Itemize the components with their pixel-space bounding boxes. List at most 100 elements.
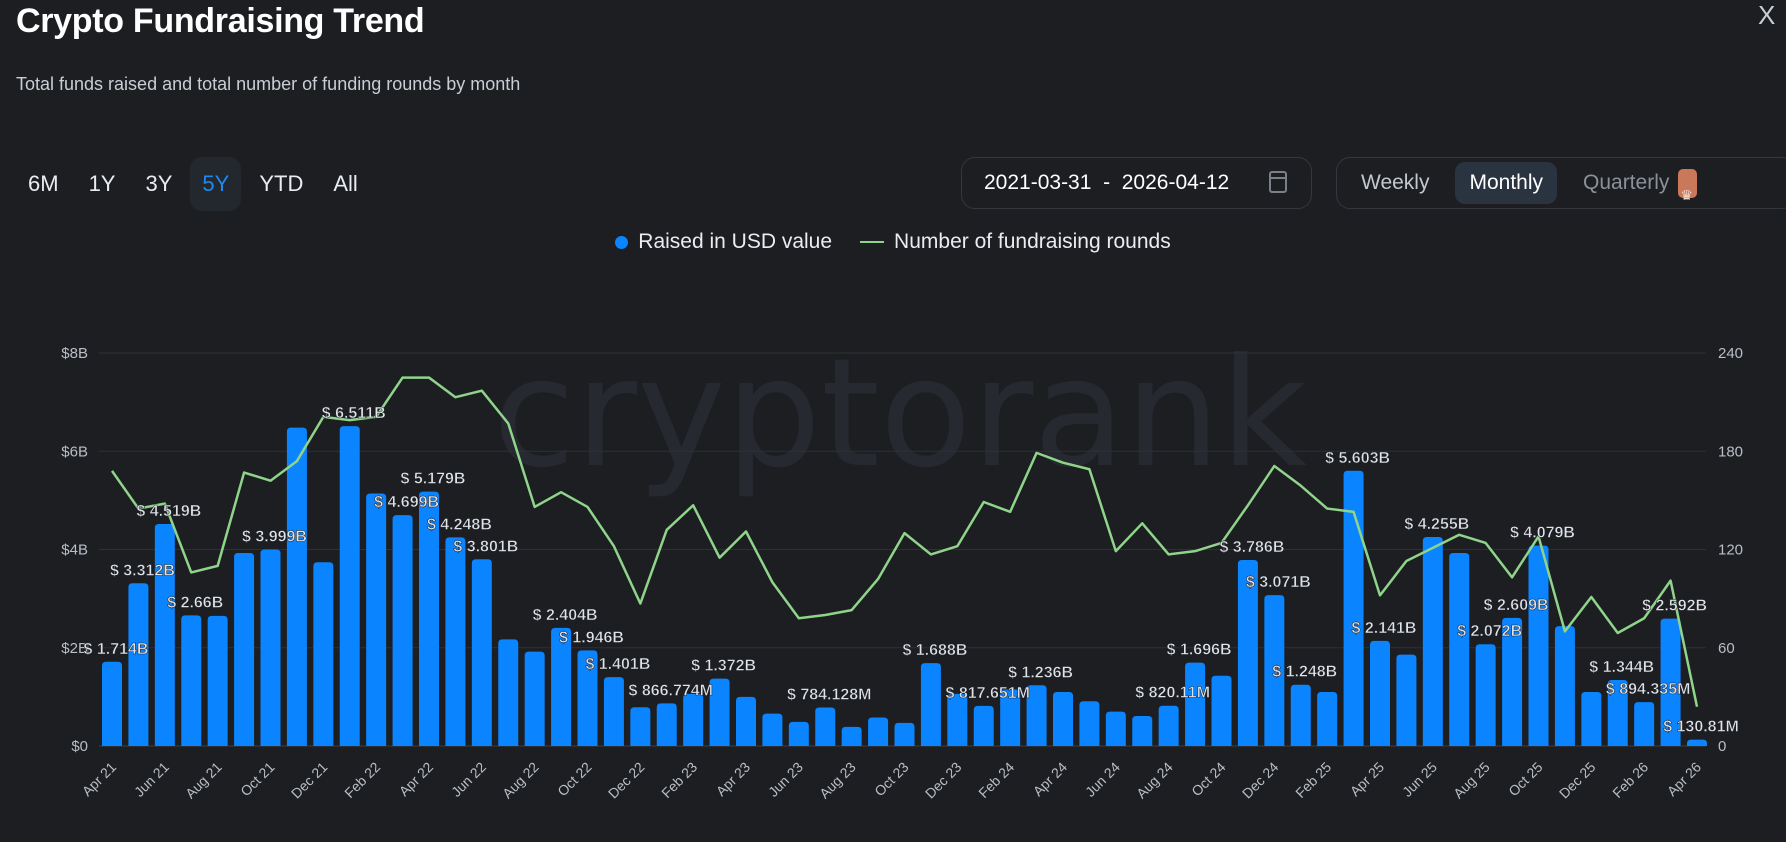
y-left-tick-label: $2B — [61, 640, 88, 657]
legend-item-raised[interactable]: Raised in USD value — [638, 230, 833, 253]
bar-data-label: $ 1.714B — [84, 641, 149, 658]
bar-data-label: $ 894.335M — [1606, 681, 1691, 698]
calendar-icon[interactable] — [1269, 171, 1287, 193]
bar — [1132, 716, 1153, 746]
period-monthly[interactable]: Monthly — [1455, 162, 1557, 204]
x-tick-label: Jun 23 — [765, 759, 806, 800]
x-tick-label: Dec 22 — [605, 759, 648, 802]
bar — [1211, 675, 1232, 746]
bar — [973, 705, 994, 746]
range-selector: 6M 1Y 3Y 5Y YTD All — [16, 157, 376, 211]
bar — [102, 661, 122, 746]
bar — [709, 678, 730, 746]
range-6m[interactable]: 6M — [28, 171, 59, 196]
range-5y[interactable]: 5Y — [190, 157, 242, 211]
x-tick-label: Jun 25 — [1399, 759, 1440, 800]
bar — [313, 562, 334, 746]
bar — [260, 549, 281, 746]
bar — [788, 721, 809, 746]
bar — [1290, 684, 1311, 746]
bar — [1475, 644, 1496, 746]
x-tick-label: Apr 24 — [1030, 759, 1071, 800]
x-tick-label: Feb 23 — [658, 759, 700, 801]
bar-data-label: $ 3.312B — [110, 562, 175, 579]
bar-data-label: $ 1.401B — [585, 656, 650, 673]
bar-data-label: $ 4.248B — [427, 516, 492, 533]
bar — [1502, 617, 1523, 746]
bar — [577, 650, 598, 746]
watermark: cryptorank — [493, 327, 1307, 501]
bar — [841, 726, 862, 746]
y-left-tick-label: $6B — [61, 443, 88, 460]
bar — [1581, 691, 1602, 746]
range-ytd[interactable]: YTD — [259, 171, 304, 196]
x-tick-label: Feb 25 — [1292, 759, 1334, 801]
date-range-picker[interactable]: 2021-03-31 - 2026-04-12 — [961, 157, 1312, 209]
bar — [1528, 545, 1549, 746]
bar — [419, 491, 439, 746]
bar-data-label: $ 5.179B — [401, 471, 466, 488]
period-weekly[interactable]: Weekly — [1361, 171, 1430, 194]
bar-data-label: $ 3.999B — [242, 529, 307, 546]
x-tick-label: Jun 24 — [1082, 759, 1123, 800]
legend-item-rounds[interactable]: Number of fundraising rounds — [894, 230, 1171, 253]
x-tick-label: Oct 21 — [237, 759, 278, 800]
bar-data-label: $ 1.946B — [559, 629, 624, 646]
bar — [1554, 626, 1575, 746]
range-3y[interactable]: 3Y — [145, 171, 173, 196]
legend-bar-marker — [615, 235, 629, 249]
bar — [762, 713, 783, 746]
bar-data-label: $ 1.372B — [691, 658, 756, 675]
period-quarterly[interactable]: Quarterly — [1569, 162, 1711, 216]
close-icon[interactable]: X — [1758, 0, 1776, 30]
bar-data-label: $ 2.592B — [1642, 598, 1707, 615]
bar — [868, 717, 889, 746]
bar-data-label: $ 2.404B — [533, 607, 598, 624]
bar — [603, 677, 624, 746]
bar — [1317, 691, 1338, 746]
x-tick-label: Jun 21 — [131, 759, 172, 800]
bar — [1687, 739, 1707, 746]
page-subtitle: Total funds raised and total number of f… — [16, 74, 521, 94]
bar — [1105, 711, 1126, 746]
bar-data-label: $ 2.609B — [1484, 597, 1549, 614]
x-tick-label: Aug 21 — [182, 759, 225, 802]
bar-data-label: $ 4.255B — [1404, 516, 1469, 533]
range-1y[interactable]: 1Y — [88, 171, 116, 196]
bar-data-label: $ 6.511B — [322, 405, 386, 422]
x-tick-label: Oct 24 — [1188, 759, 1229, 800]
x-tick-label: Aug 23 — [816, 759, 859, 802]
x-tick-label: Aug 24 — [1133, 759, 1176, 802]
x-tick-label: Apr 23 — [713, 759, 754, 800]
bar-data-label: $ 4.519B — [136, 503, 201, 520]
bar — [445, 537, 466, 746]
bar — [1449, 552, 1470, 746]
y-right-tick-label: 60 — [1718, 640, 1735, 657]
range-all[interactable]: All — [333, 171, 358, 196]
y-right-tick-label: 120 — [1718, 542, 1743, 559]
bar-data-label: $ 2.141B — [1352, 620, 1417, 637]
x-tick-label: Feb 26 — [1609, 759, 1651, 801]
bar-data-label: $ 2.66B — [167, 594, 223, 611]
y-left-tick-label: $4B — [61, 542, 88, 559]
x-tick-label: Oct 22 — [554, 759, 595, 800]
x-tick-label: Dec 23 — [922, 759, 965, 802]
bar-data-label: $ 130.81M — [1663, 719, 1739, 736]
bar — [154, 524, 175, 746]
x-tick-label: Oct 23 — [871, 759, 912, 800]
bar-data-label: $ 820.11M — [1135, 685, 1210, 702]
bar — [1026, 685, 1047, 746]
y-left-tick-label: $8B — [61, 345, 88, 362]
bar — [1370, 640, 1390, 746]
bar — [234, 552, 255, 746]
x-tick-label: Dec 25 — [1556, 759, 1599, 802]
bar — [1634, 702, 1655, 746]
bar — [947, 693, 968, 746]
bar-data-label: $ 2.072B — [1457, 623, 1522, 640]
bar — [1237, 560, 1258, 746]
x-tick-label: Aug 25 — [1450, 759, 1493, 802]
bar-data-label: $ 5.603B — [1325, 450, 1390, 467]
x-tick-label: Jun 22 — [448, 759, 489, 800]
page-title: Crypto Fundraising Trend — [16, 2, 425, 40]
x-tick-label: Apr 26 — [1664, 759, 1705, 800]
